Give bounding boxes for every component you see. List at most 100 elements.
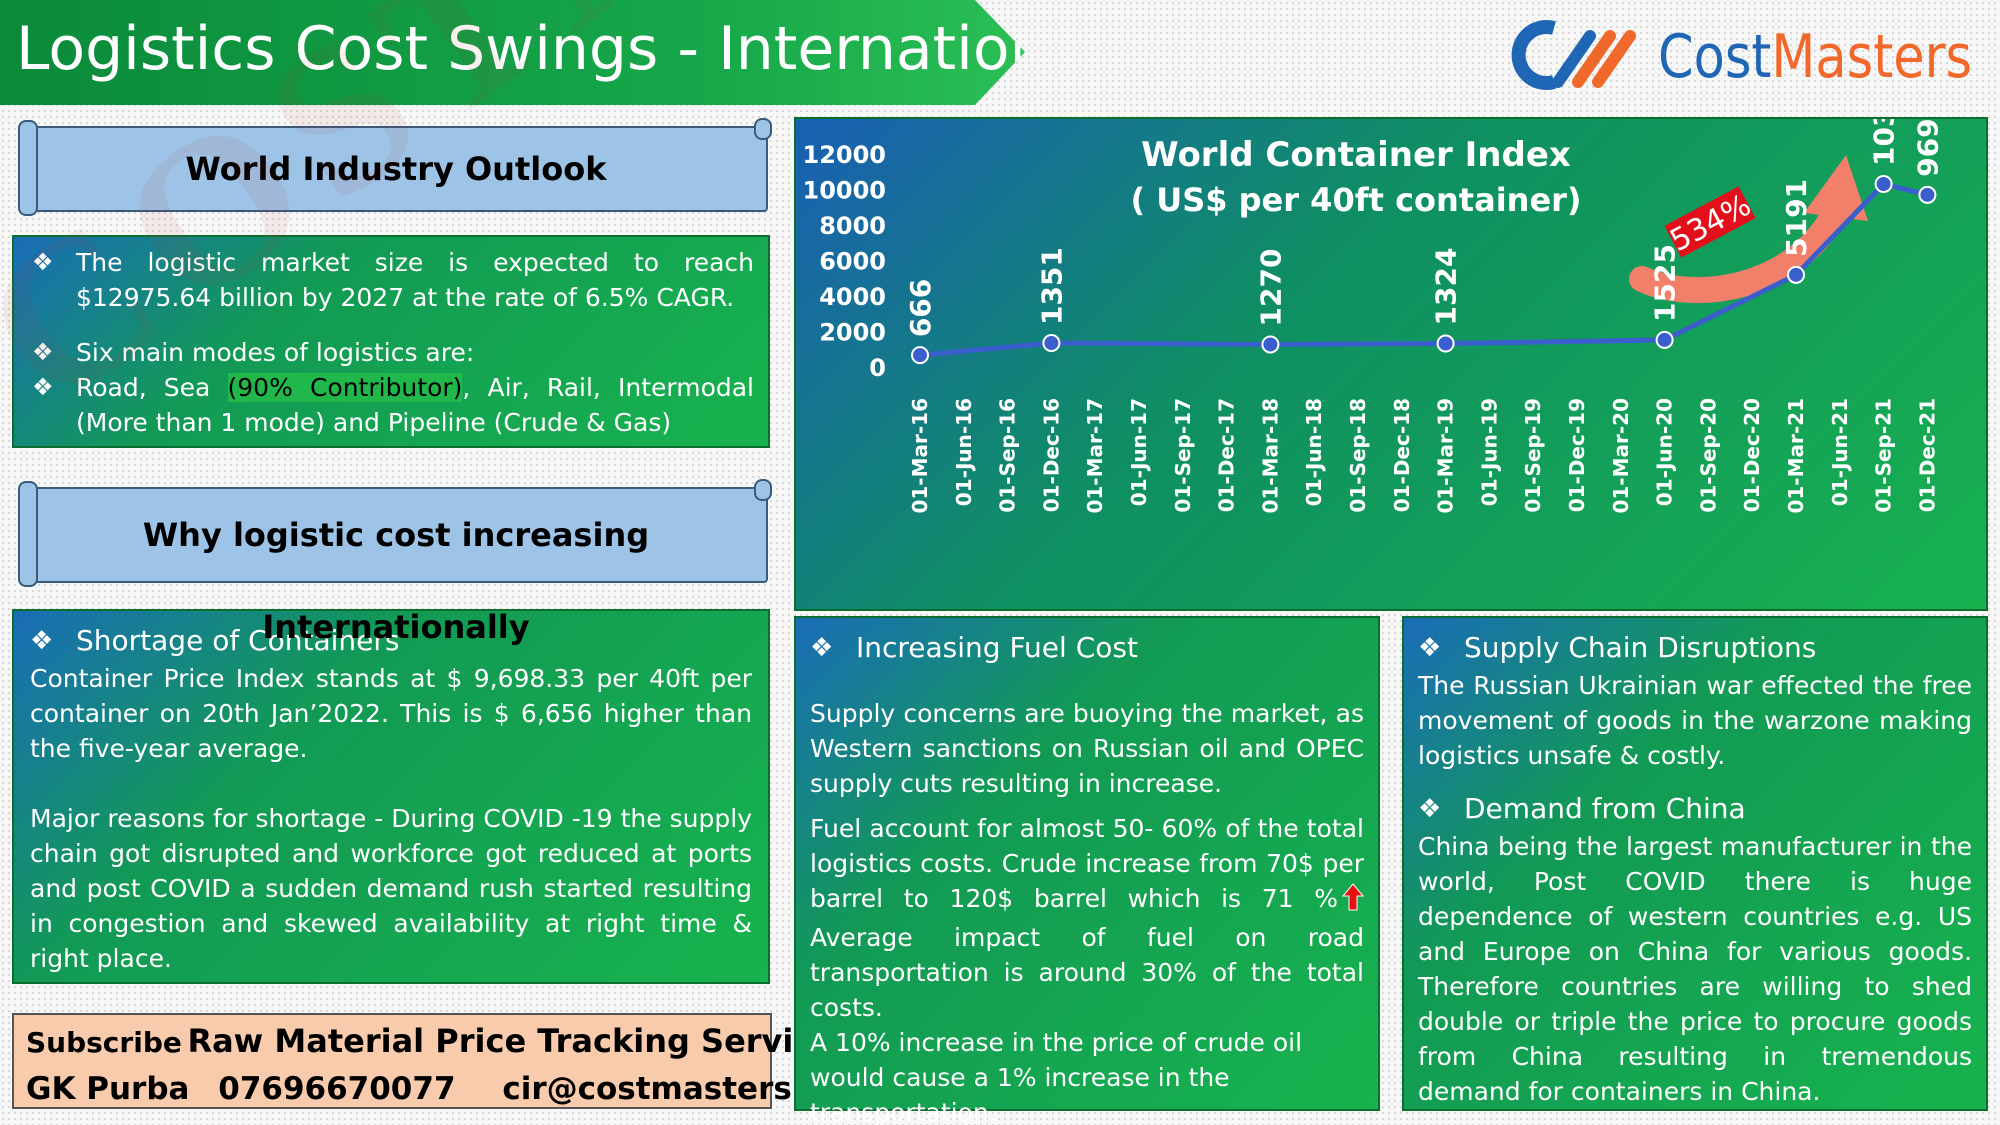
diamond-bullet-icon: ❖ [32,373,54,401]
outlook-panel: ❖ The logistic market size is expected t… [12,235,770,448]
x-tick-label: 01-Mar-16 [908,398,932,514]
data-label: 1270 [1254,249,1287,327]
x-tick-label: 01-Jun-20 [1653,398,1677,506]
y-tick-label: 0 [869,354,886,382]
y-tick-label: 2000 [819,319,886,347]
data-label: 1525 [1649,244,1682,322]
fuel-para-2b: Average impact of fuel on road transport… [810,923,1364,1022]
x-tick-label: 01-Jun-16 [952,398,976,506]
x-tick-label: 01-Mar-19 [1434,398,1458,514]
shortage-panel: ❖ Shortage of Containers Container Price… [12,609,770,984]
data-point [1874,174,1893,193]
x-tick-label: 01-Jun-17 [1127,398,1151,506]
china-heading-row: ❖ Demand from China [1418,789,1972,829]
x-tick-label: 01-Mar-18 [1258,398,1282,514]
red-up-arrow-icon [1341,883,1365,920]
why-heading: Why logistic cost increasing Internation… [142,516,650,646]
diamond-bullet-icon: ❖ [32,338,54,366]
x-tick-label: 01-Dec-18 [1390,398,1414,512]
x-tick-label: 01-Sep-16 [996,398,1020,513]
supply-panel: ❖ Supply Chain Disruptions The Russian U… [1402,616,1988,1111]
outlook-bullet-2-text: Six main modes of logistics are: [76,338,475,367]
y-tick-label: 12000 [803,141,887,169]
data-label: 9698 [1911,119,1944,177]
data-label: 10310 [1868,119,1901,166]
data-point [1918,185,1937,204]
data-point [1787,265,1805,284]
x-tick-label: 01-Mar-17 [1083,398,1107,514]
growth-arrow-icon [1629,155,1868,304]
data-label: 1324 [1430,248,1463,326]
data-point [1436,334,1455,353]
outlook-bullet-1: ❖ The logistic market size is expected t… [14,245,754,315]
fuel-panel: ❖ Increasing Fuel Cost Supply concerns a… [794,616,1380,1125]
diamond-bullet-icon: ❖ [810,633,834,663]
fuel-para-2: Fuel account for almost 50- 60% of the t… [810,811,1365,1025]
x-tick-label: 01-Mar-21 [1784,398,1808,514]
shortage-para-1: Container Price Index stands at $ 9,698.… [30,664,752,763]
diamond-bullet-icon: ❖ [30,626,54,656]
supply-heading-row: ❖ Supply Chain Disruptions [1418,628,1972,668]
fuel-heading-row: ❖ Increasing Fuel Cost [810,628,1364,668]
y-tick-label: 6000 [819,248,886,276]
x-tick-label: 01-Dec-16 [1039,398,1063,512]
subscribe-line-1: Subscribe Raw Material Price Tracking Se… [26,1019,853,1069]
outlook-bullet-3-pre: Road, Sea [76,373,228,402]
data-label: 666 [904,279,937,337]
page-title: Logistics Cost Swings - International [16,14,1102,84]
sea-contributor-highlight: (90% Contributor) [227,373,463,402]
x-tick-label: 01-Dec-17 [1215,398,1239,512]
outlook-bullet-1-text: The logistic market size is expected to … [76,248,754,312]
supply-para: The Russian Ukrainian war effected the f… [1418,671,1972,770]
subscribe-line-2: GK Purba 07696670077 cir@costmasters.in [26,1069,836,1109]
why-heading-scroll: Why logistic cost increasing Internation… [18,479,772,646]
chart-title: World Container Index [1141,135,1571,175]
data-point [911,346,929,365]
diamond-bullet-icon: ❖ [32,248,54,276]
outlook-bullet-3: ❖ Road, Sea (90% Contributor), Air, Rail… [14,370,754,440]
subscribe-service: Raw Material Price Tracking Services [187,1022,854,1060]
logo-text: CostMasters [1658,22,1972,92]
y-tick-label: 4000 [819,283,886,311]
contact-name: GK Purba [26,1071,190,1107]
china-para: China being the largest manufacturer in … [1418,832,1972,1106]
y-tick-label: 10000 [803,177,887,205]
fuel-para-1: Supply concerns are buoying the market, … [810,699,1364,798]
fuel-para-2a: Fuel account for almost 50- 60% of the t… [810,814,1364,913]
x-tick-label: 01-Mar-20 [1609,398,1633,514]
chart-panel: World Container Index ( US$ per 40ft con… [794,69,1988,611]
data-point [1042,334,1061,353]
x-tick-label: 01-Sep-19 [1521,398,1545,513]
x-tick-label: 01-Jun-18 [1302,398,1326,506]
logo-mark-icon [1511,20,1636,90]
data-label: 1351 [1035,247,1068,325]
logo-text-part2: Masters [1771,22,1973,92]
series-line [919,181,1929,358]
outlook-heading-scroll: World Industry Outlook [18,118,772,216]
data-label: 5191 [1780,179,1813,257]
diamond-bullet-icon: ❖ [1418,633,1442,663]
data-point [1261,335,1280,354]
logo-text-part1: Cost [1658,22,1772,92]
outlook-bullet-2: ❖ Six main modes of logistics are: [14,335,754,370]
x-tick-label: 01-Sep-18 [1346,398,1370,513]
shortage-para-2: Major reasons for shortage - During COVI… [30,804,752,973]
contact-phone: 07696670077 [218,1071,456,1107]
x-tick-label: 01-Dec-21 [1915,398,1939,512]
x-tick-label: 01-Sep-21 [1872,398,1896,513]
supply-heading: Supply Chain Disruptions [1464,631,1817,664]
x-tick-label: 01-Dec-19 [1565,398,1589,512]
diamond-bullet-icon: ❖ [1418,794,1442,824]
costmasters-logo: CostMasters [1508,12,1988,102]
shortage-heading: Shortage of Containers [76,624,400,657]
x-tick-label: 01-Jun-19 [1477,398,1501,506]
outlook-heading: World Industry Outlook [185,150,607,188]
y-tick-label: 8000 [819,212,886,240]
fuel-para-3: A 10% increase in the price of crude oil… [810,1028,1303,1125]
subscribe-label: Subscribe [26,1026,182,1059]
x-tick-label: 01-Dec-20 [1740,398,1764,512]
data-point [1655,330,1674,349]
subscribe-box: Subscribe Raw Material Price Tracking Se… [12,1013,853,1109]
world-container-index-chart: World Container Index ( US$ per 40ft con… [803,69,1945,514]
contact-email-link[interactable]: cir@costmasters.in [502,1071,837,1107]
